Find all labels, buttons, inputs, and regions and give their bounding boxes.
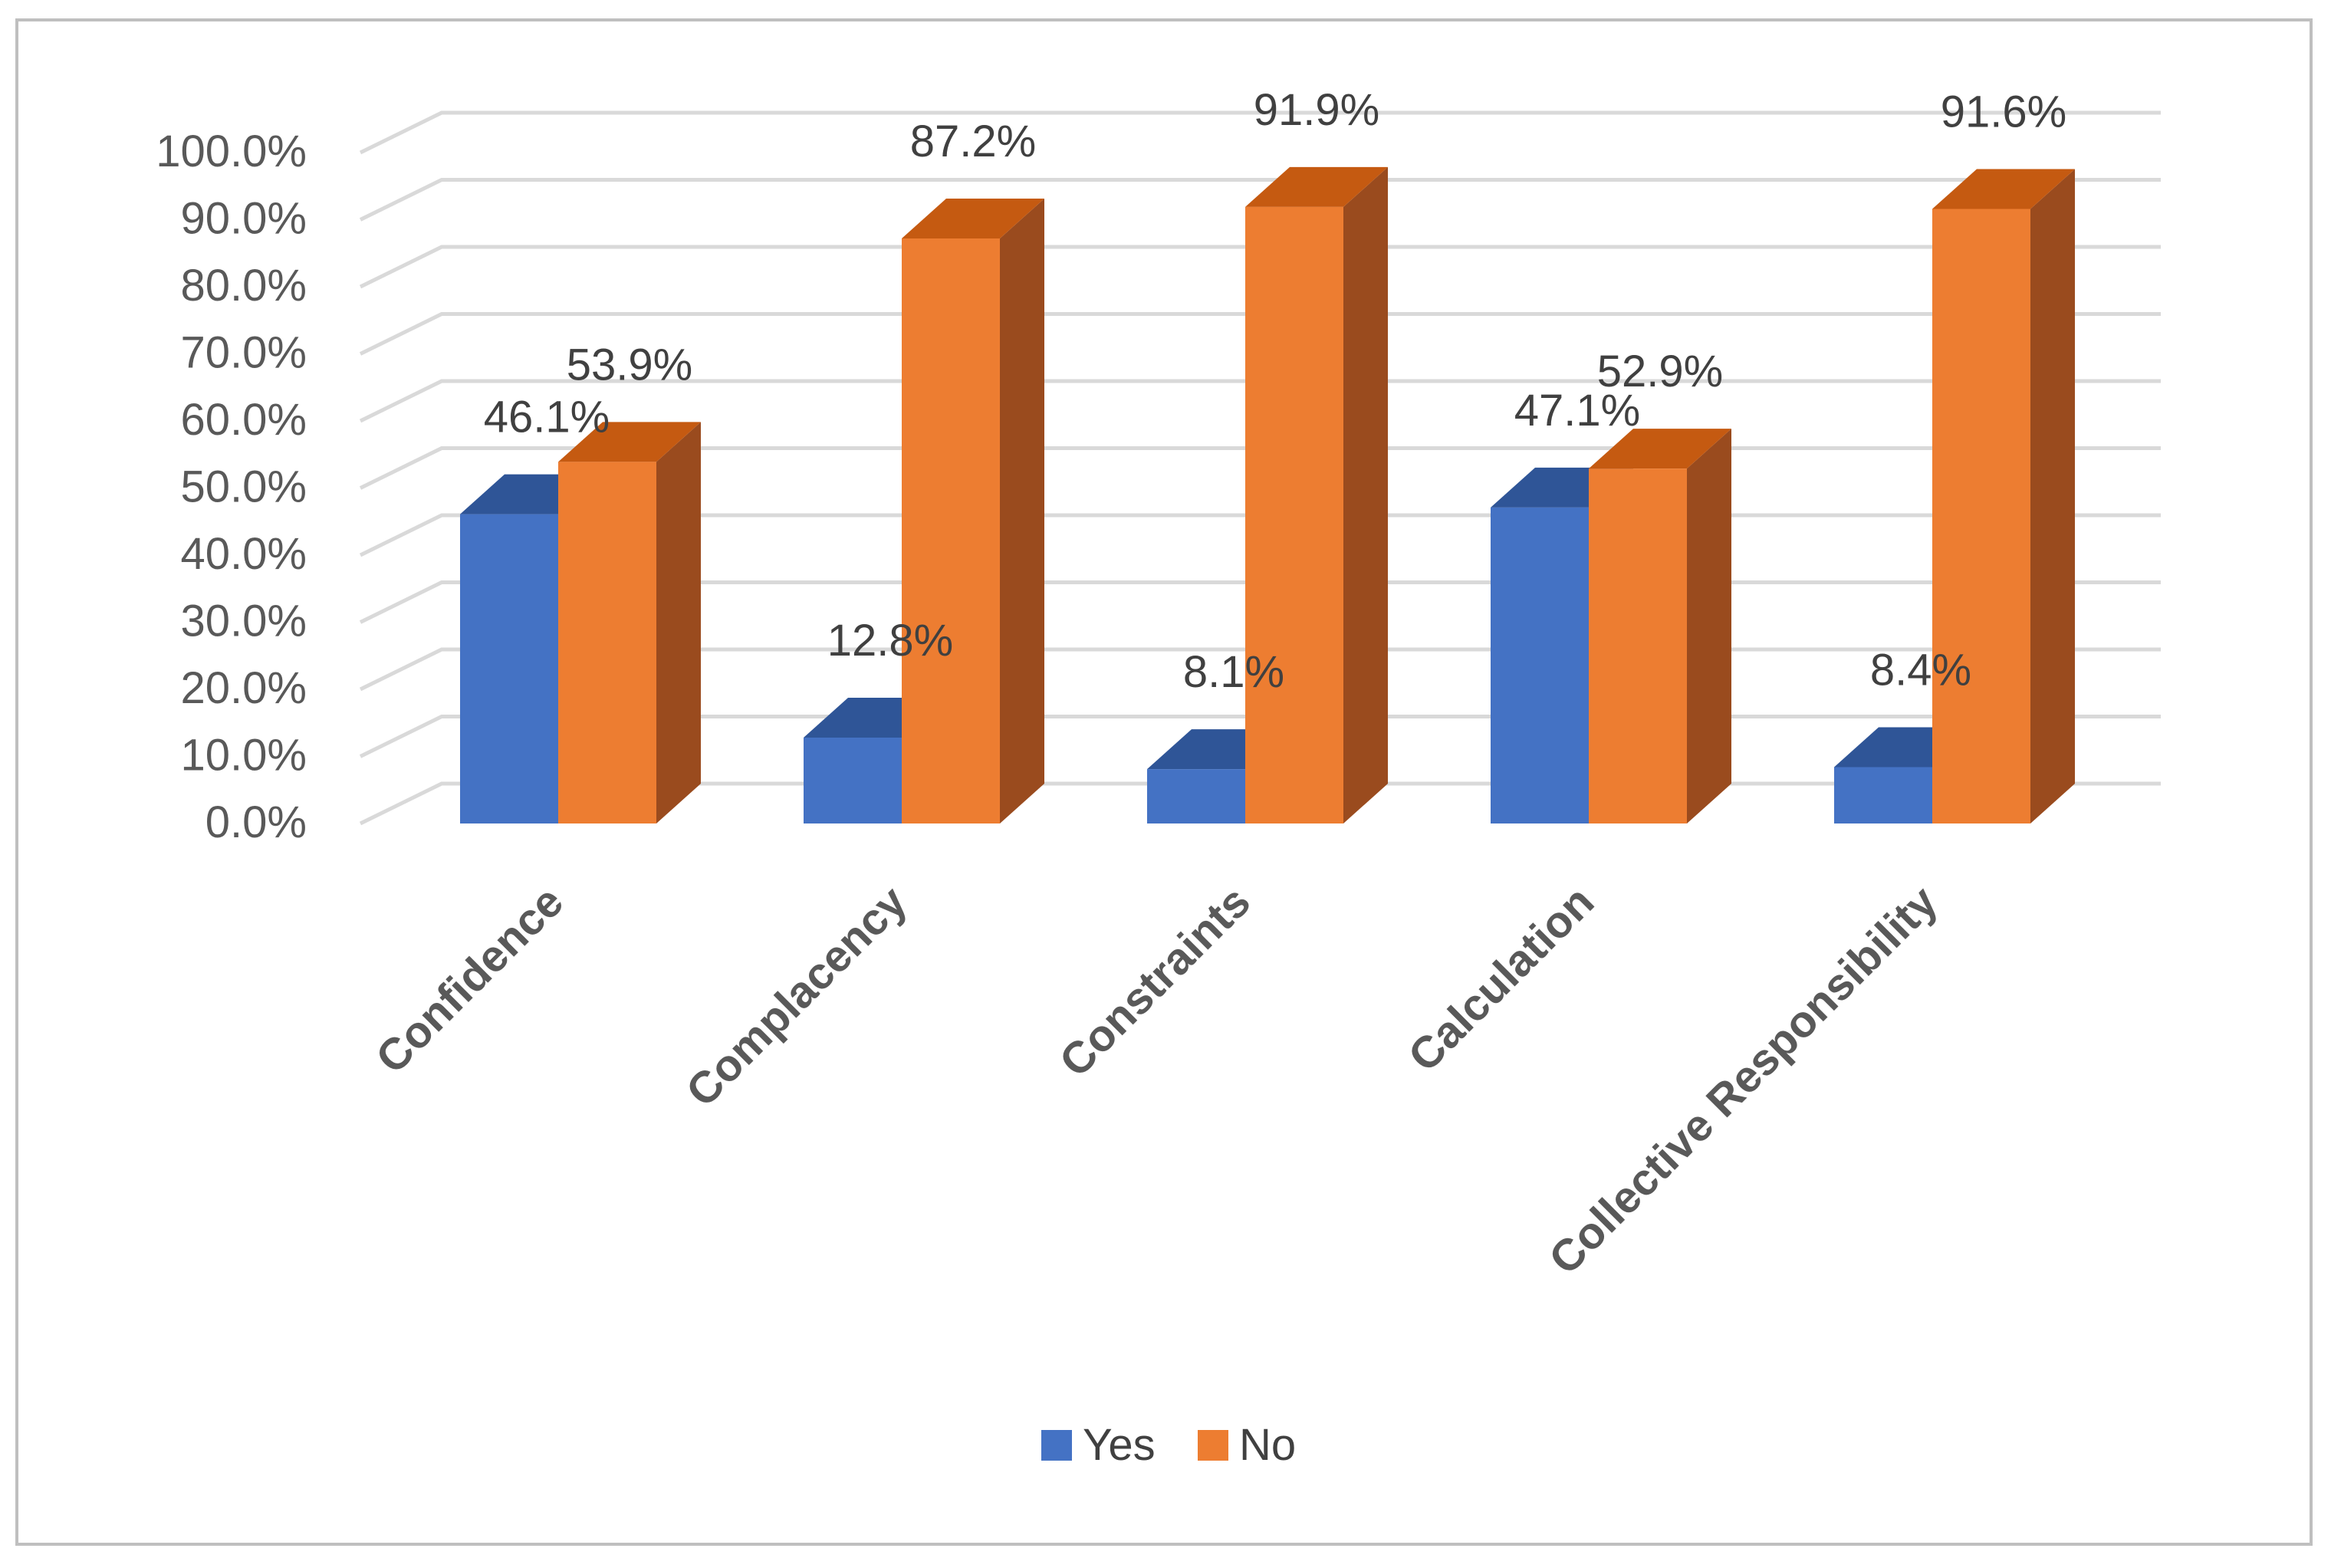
y-axis-ticks: 0.0% 10.0% 20.0% 30.0% 40.0% 50.0% 60.0% 70.0% 8…: [156, 127, 307, 847]
gridline: [359, 379, 2161, 423]
bar-side-face: [1687, 429, 1731, 823]
gridline: [359, 110, 2161, 155]
bars: [460, 166, 2075, 823]
y-tick-label: 50.0%: [181, 462, 307, 512]
data-label: 47.1%: [1514, 386, 1640, 436]
data-labels: 46.1%53.9% 12.8% 87.2% 8.1% 91.9% 47.1%52.9% 8…: [484, 85, 2066, 697]
gridline: [359, 312, 2161, 356]
bar-side-face: [1343, 166, 1388, 823]
y-tick-label: 40.0%: [181, 529, 307, 579]
y-tick-label: 100.0%: [156, 127, 307, 176]
gridline: [359, 446, 2161, 490]
bar-side-face: [2030, 169, 2075, 823]
legend-swatch-yes: [1041, 1430, 1072, 1461]
legend-swatch-no: [1198, 1430, 1228, 1461]
data-label: 8.4%: [1870, 646, 1971, 695]
data-label: 8.1%: [1183, 647, 1284, 697]
bar-no-collective-responsibility: [1932, 169, 2075, 823]
bar-top-face: [902, 199, 1044, 238]
y-tick-label: 90.0%: [181, 194, 307, 244]
y-tick-label: 70.0%: [181, 328, 307, 378]
legend-label-yes: Yes: [1083, 1420, 1156, 1470]
bar-front-face: [558, 462, 656, 823]
gridline: [359, 178, 2161, 222]
data-label: 91.6%: [1941, 87, 2066, 137]
bar-front-face: [902, 238, 1000, 823]
legend: Yes No: [1041, 1420, 1296, 1470]
data-label: 52.9%: [1597, 347, 1723, 396]
y-tick-label: 10.0%: [181, 731, 307, 781]
bar-top-face: [558, 422, 701, 462]
y-tick-label: 30.0%: [181, 597, 307, 646]
bar-front-face: [460, 514, 558, 823]
bar-front-face: [1147, 769, 1245, 823]
bar-front-face: [1589, 468, 1687, 823]
data-label: 87.2%: [910, 117, 1036, 166]
bar-no-complacency: [902, 199, 1044, 823]
bar-front-face: [1491, 507, 1589, 823]
data-label: 46.1%: [484, 393, 610, 442]
y-tick-label: 80.0%: [181, 261, 307, 311]
y-tick-label: 60.0%: [181, 395, 307, 445]
gridline: [359, 245, 2161, 289]
bar-no-calculation: [1589, 429, 1731, 823]
bar-top-face: [1245, 166, 1388, 207]
bar-side-face: [656, 422, 701, 823]
bar-top-face: [1589, 429, 1731, 469]
y-tick-label: 20.0%: [181, 663, 307, 713]
legend-label-no: No: [1239, 1420, 1296, 1470]
bar-no-constraints: [1245, 166, 1388, 823]
bar-side-face: [1000, 199, 1044, 823]
bar-top-face: [1932, 169, 2075, 209]
data-label: 53.9%: [567, 340, 692, 390]
bar-front-face: [804, 738, 902, 823]
data-label: 91.9%: [1254, 85, 1379, 135]
bar-front-face: [1834, 767, 1932, 823]
bar-front-face: [1245, 206, 1343, 823]
data-label: 12.8%: [827, 616, 953, 666]
bar-front-face: [1932, 209, 2030, 823]
y-tick-label: 0.0%: [205, 797, 307, 847]
bar-no-confidence: [558, 422, 701, 823]
